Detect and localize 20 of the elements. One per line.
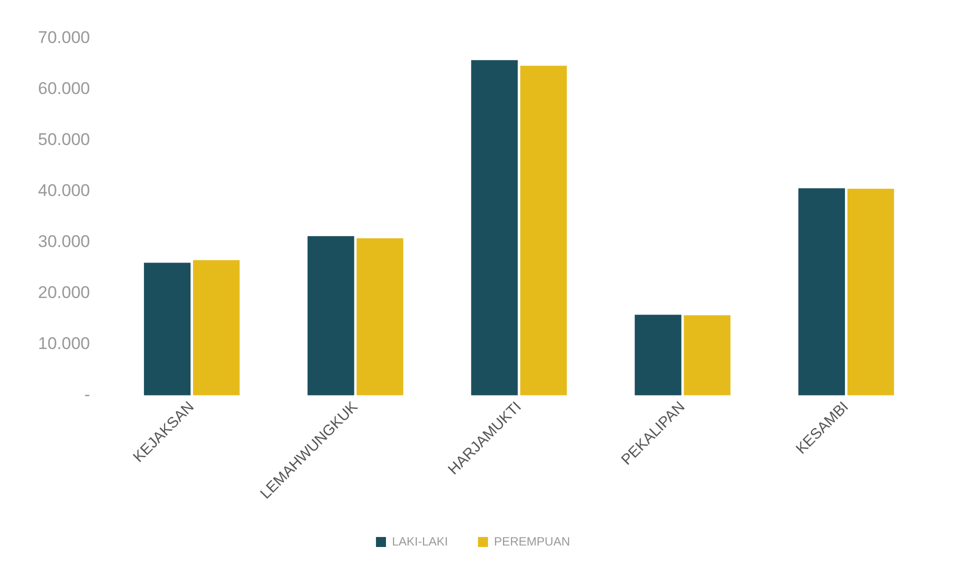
bar [308,236,354,396]
bar [798,188,845,396]
bar [193,260,240,396]
y-tick-label: 70.000 [38,28,90,47]
y-tick-label: 20.000 [38,282,90,302]
y-tick-label: 60.000 [38,78,90,98]
bar [684,315,730,396]
y-tick-label: - [84,385,90,404]
bar [144,262,191,396]
y-tick-label: 10.000 [38,334,90,354]
bar [520,66,567,396]
y-tick-label: 50.000 [38,130,90,149]
bar [847,188,894,396]
bar [356,238,404,396]
bar [634,314,682,396]
y-tick-label: 40.000 [38,180,90,200]
legend-label: LAKI-LAKI [392,534,448,548]
y-tick-label: 30.000 [38,232,90,251]
bar [471,60,518,396]
legend-label: PEREMPUAN [494,534,570,548]
